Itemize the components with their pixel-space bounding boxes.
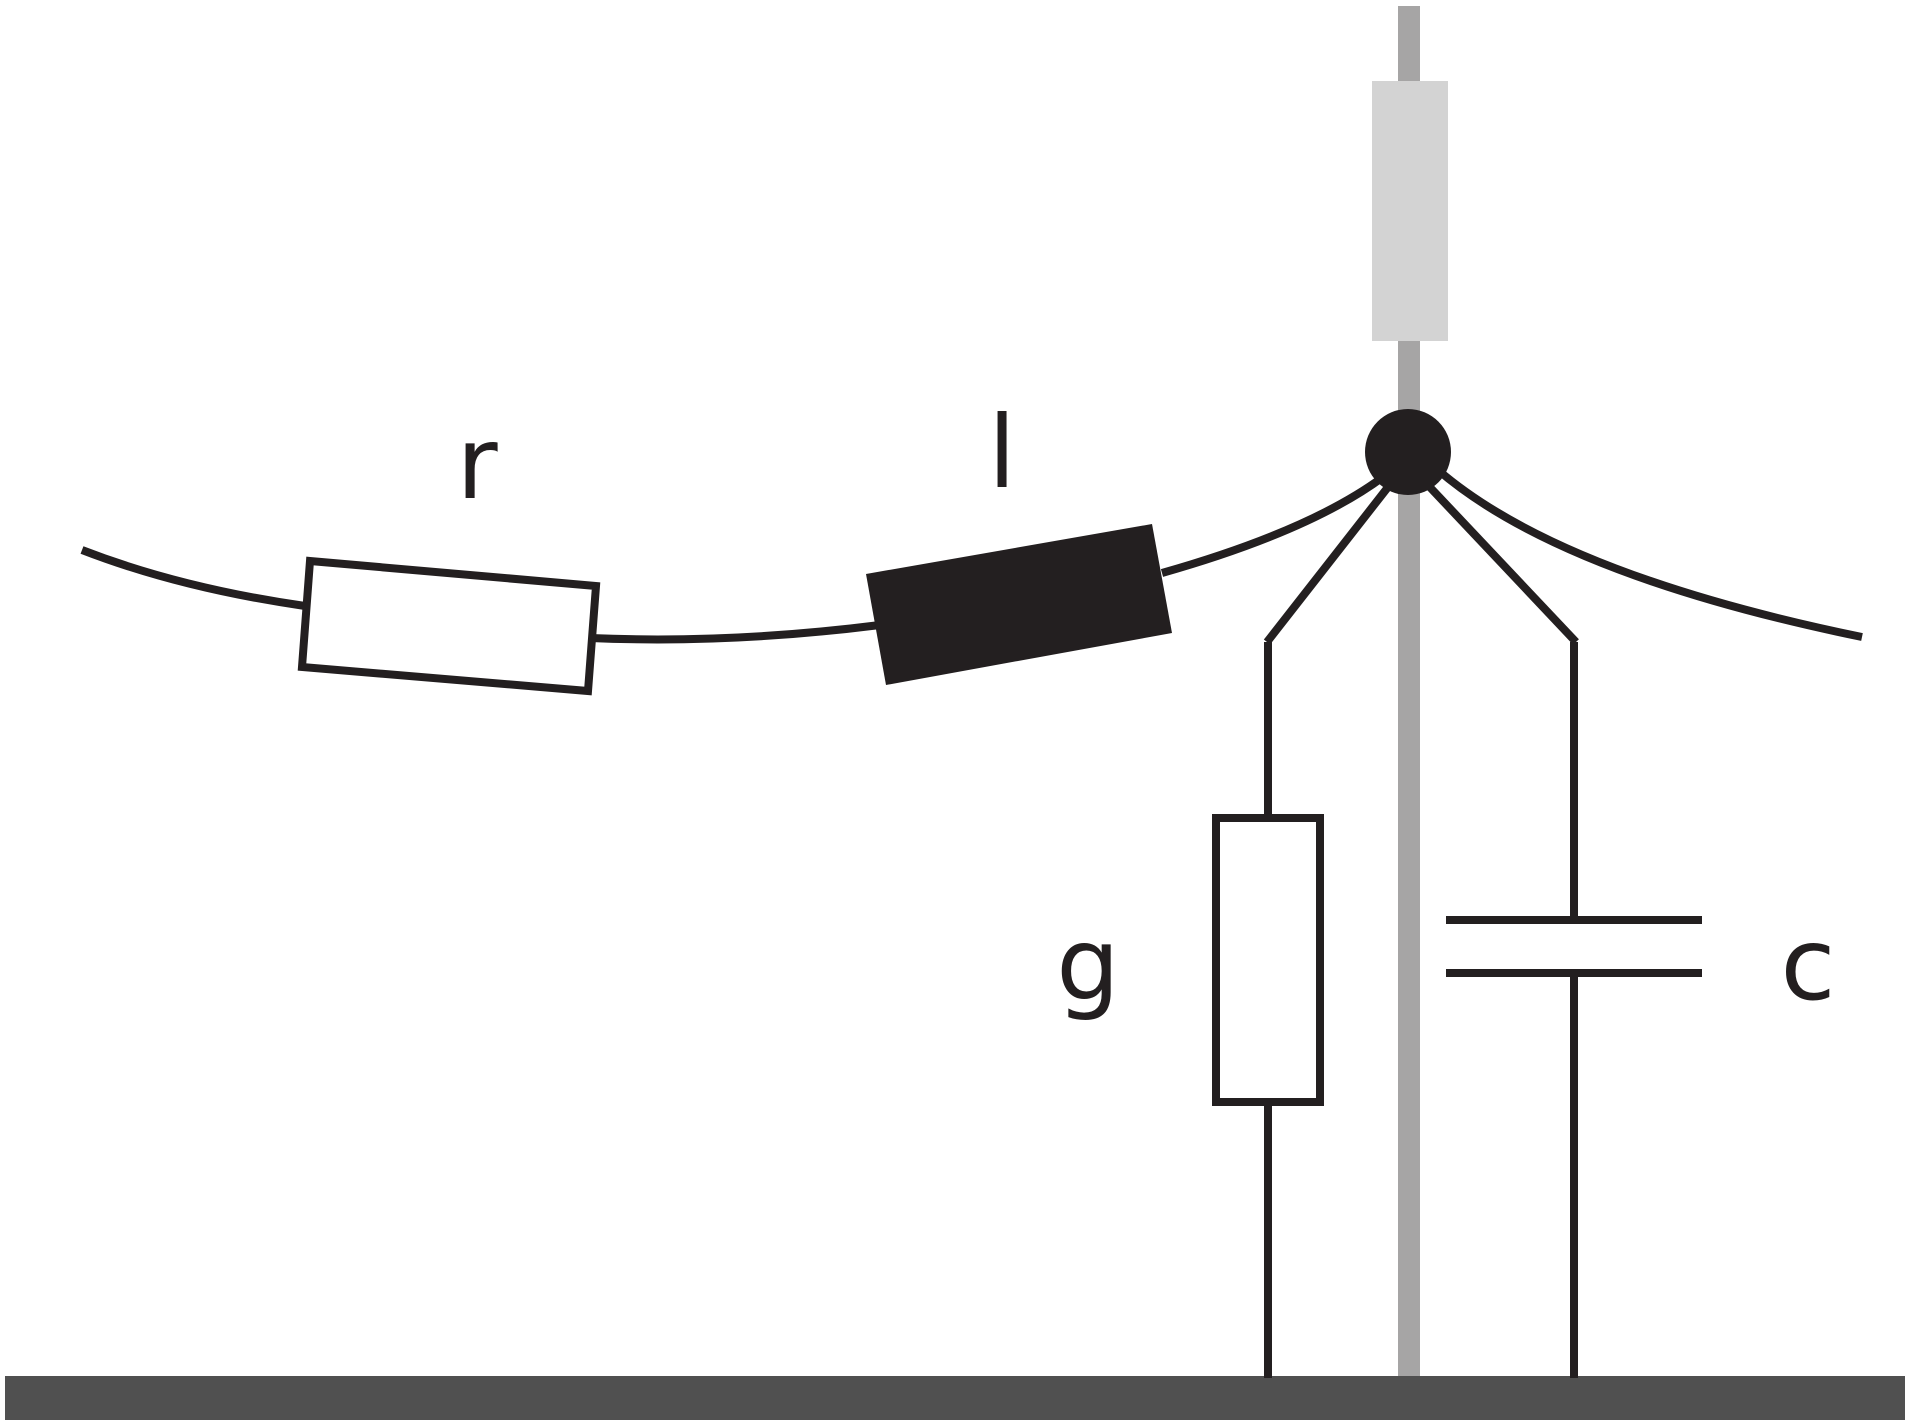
label-l: l <box>988 394 1016 511</box>
wire-l-to-node <box>1160 473 1386 577</box>
label-g: g <box>1056 906 1119 1023</box>
branch-to-g <box>1263 479 1396 645</box>
wire-r-to-l <box>589 621 881 644</box>
wire-right <box>1435 466 1863 641</box>
conductance-g <box>1212 814 1324 1106</box>
label-r: r <box>456 405 498 522</box>
resistor-r <box>297 556 601 696</box>
wire-left <box>80 546 306 610</box>
insulator <box>1372 81 1448 341</box>
ground-bar <box>5 1376 1905 1420</box>
label-c: c <box>1781 906 1836 1023</box>
pole <box>1398 6 1420 1381</box>
inductor-l <box>866 524 1172 685</box>
connection-node <box>1365 409 1451 495</box>
branch-to-c <box>1422 479 1579 645</box>
